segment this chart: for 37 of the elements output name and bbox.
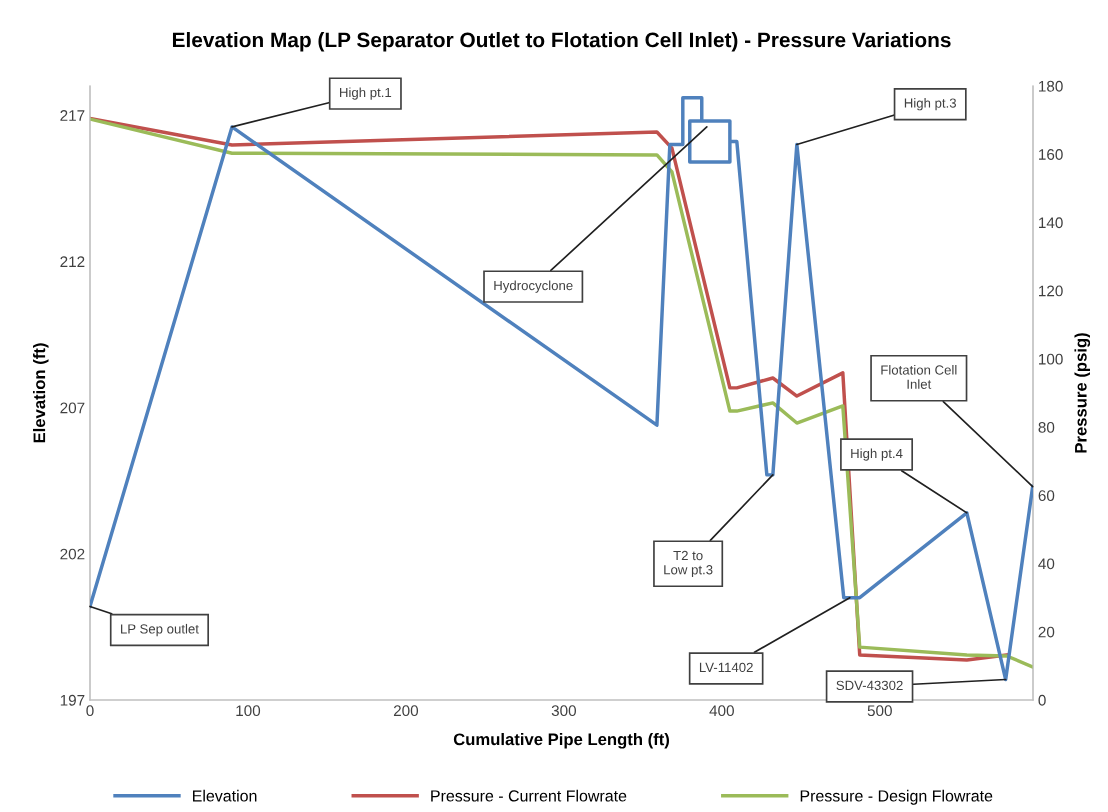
y-axis-title: Elevation (ft) bbox=[33, 343, 49, 443]
y2-tick-label: 20 bbox=[1038, 626, 1055, 638]
annotation: High pt.4 bbox=[851, 448, 903, 461]
y2-tick-label: 100 bbox=[1039, 353, 1063, 365]
x-tick-label: 200 bbox=[393, 705, 419, 717]
annotation: LP Sep outlet bbox=[121, 623, 199, 637]
x-tick-label: 0 bbox=[86, 705, 94, 717]
y-tick-label: 207 bbox=[60, 402, 85, 414]
chart-title: Elevation Map (LP Separator Outlet to Flotation Cell Inlet) - Pressure Variations bbox=[172, 32, 951, 52]
annotation: T2 to Low pt.3 bbox=[664, 550, 713, 578]
y2-axis-title: Pressure (psig) bbox=[1074, 333, 1091, 453]
y2-tick-label: 60 bbox=[1038, 490, 1055, 502]
y-tick-label: 217 bbox=[60, 110, 85, 121]
y-tick-label: 202 bbox=[60, 548, 85, 560]
annotation: LV-11402 bbox=[699, 662, 753, 673]
legend-label: Pressure - Design Flowrate bbox=[800, 789, 993, 805]
legend-label: Pressure - Current Flowrate bbox=[431, 789, 627, 802]
y-tick-label: 212 bbox=[60, 256, 85, 267]
x-axis-title: Cumulative Pipe Length (ft) bbox=[453, 732, 670, 749]
y2-tick-label: 140 bbox=[1039, 217, 1063, 229]
annotation: Flotation Cell Inlet bbox=[881, 364, 957, 389]
y2-tick-label: 40 bbox=[1038, 558, 1055, 570]
y2-tick-label: 0 bbox=[1038, 694, 1046, 706]
x-tick-label: 500 bbox=[867, 705, 892, 717]
y-tick-label: 197 bbox=[60, 694, 85, 706]
y2-tick-label: 120 bbox=[1039, 285, 1063, 297]
x-tick-label: 400 bbox=[709, 705, 734, 717]
y2-tick-label: 160 bbox=[1039, 149, 1063, 160]
legend-label: Elevation bbox=[193, 789, 257, 802]
x-tick-label: 100 bbox=[236, 705, 261, 717]
x-tick-label: 300 bbox=[551, 705, 577, 717]
annotation: High pt.1 bbox=[340, 87, 392, 100]
annotation: Hydrocyclone bbox=[494, 280, 573, 293]
annotation: SDV-43302 bbox=[836, 680, 903, 691]
y2-tick-label: 80 bbox=[1038, 421, 1055, 433]
y2-tick-label: 180 bbox=[1039, 80, 1063, 92]
annotation: High pt.3 bbox=[904, 98, 957, 111]
